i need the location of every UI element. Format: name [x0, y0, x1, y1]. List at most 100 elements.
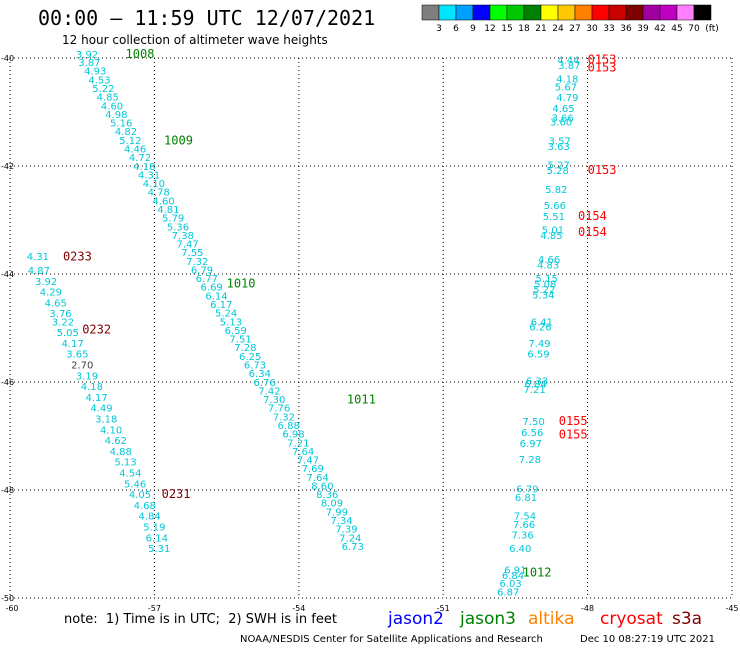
colorbar-label: 24	[552, 24, 564, 34]
colorbar-label: 39	[637, 24, 649, 34]
colorbar-swatch	[676, 4, 695, 21]
time-label: 0233	[63, 250, 92, 264]
y-tick-label: -50	[1, 594, 14, 603]
colorbar-swatch	[438, 4, 457, 21]
colorbar-swatch	[506, 4, 525, 21]
colorbar-swatch	[659, 4, 678, 21]
time-label: 0154	[578, 209, 607, 223]
wave-height-point: 4.18	[556, 74, 578, 85]
wave-height-point: 7.55	[181, 248, 203, 259]
wave-height-point: 5.13	[114, 458, 136, 469]
wave-height-point: 4.17	[61, 339, 83, 350]
x-tick-label: -57	[148, 604, 161, 613]
wave-height-point: 7.28	[519, 455, 541, 466]
wave-height-point: 7.69	[302, 464, 324, 475]
wave-height-point: 6.73	[244, 361, 266, 372]
wave-height-point: 3.18	[95, 415, 117, 426]
colorbar-unit: (ft)	[705, 24, 719, 34]
colorbar-label: 12	[484, 24, 495, 34]
wave-height-point: 7.34	[331, 516, 353, 527]
colorbar-swatch	[455, 4, 474, 21]
chart-title: 00:00 – 11:59 UTC 12/07/2021	[38, 6, 376, 30]
wave-height-point: 4.68	[134, 501, 156, 512]
wave-height-point: 3.63	[548, 142, 570, 153]
wave-height-point: 6.17	[210, 300, 232, 311]
colorbar-label: 42	[654, 24, 665, 34]
wave-height-point: 7.42	[258, 386, 280, 397]
wave-height-point: 5.05	[57, 328, 79, 339]
wave-height-point: 6.03	[499, 579, 521, 590]
data-points: 3.923.874.934.535.224.854.604.985.164.82…	[27, 50, 581, 598]
wave-height-point: 5.51	[543, 212, 565, 223]
footer-credit: NOAA/NESDIS Center for Satellite Applica…	[240, 634, 543, 645]
time-label: 0155	[559, 428, 588, 442]
chart-subtitle: 12 hour collection of altimeter wave hei…	[62, 33, 328, 47]
wave-height-point: 4.49	[90, 404, 112, 415]
time-label: 1012	[523, 565, 552, 579]
wave-height-point: 6.34	[249, 369, 271, 380]
wave-height-point: 7.66	[513, 520, 535, 531]
wave-height-point: 6.41	[531, 317, 553, 328]
time-label: 1010	[227, 277, 256, 291]
wave-height-point: 4.82	[115, 127, 137, 138]
time-label: 1008	[126, 47, 155, 61]
wave-height-point: 4.53	[88, 75, 110, 86]
colorbar-label: 30	[586, 24, 598, 34]
wave-height-point: 5.34	[532, 290, 554, 301]
wave-height-point: 5.46	[124, 479, 146, 490]
wave-height-point: 6.59	[527, 350, 549, 361]
wave-height-point: 4.72	[129, 153, 151, 164]
wave-height-point: 4.18	[133, 162, 155, 173]
wave-height-point: 4.10	[143, 179, 165, 190]
note-text: note: 1) Time is in UTC; 2) SWH is in fe…	[64, 612, 337, 627]
wave-height-point: 8.60	[311, 481, 333, 492]
wave-height-point: 2.70	[71, 361, 93, 372]
colorbar-label: 6	[453, 24, 459, 34]
wave-height-point: 6.98	[282, 430, 304, 441]
wave-height-point: 5.28	[547, 166, 569, 177]
colorbar-swatch	[693, 4, 712, 21]
wave-height-point: 4.18	[81, 382, 103, 393]
wave-height-point: 3.87	[558, 61, 580, 72]
wave-height-point: 5.12	[119, 136, 141, 147]
time-label: 1009	[164, 133, 193, 147]
wave-height-point: 7.64	[306, 473, 328, 484]
colorbar-label: 45	[671, 24, 682, 34]
wave-height-point: 5.31	[148, 544, 170, 555]
wave-height-point: 6.84	[502, 571, 524, 582]
colorbar-label: 36	[620, 24, 632, 34]
axis-ticks: -60 -57 -54 -51 -48 -45 -40 -42 -44 -46 -48 -50	[1, 54, 739, 613]
wave-height-point: 7.50	[523, 417, 545, 428]
wave-height-point: 6.14	[146, 533, 168, 544]
wave-height-point: 6.26	[529, 323, 551, 334]
x-tick-label: -60	[5, 604, 18, 613]
time-label: 0231	[162, 487, 191, 501]
wave-height-point: 4.83	[537, 261, 559, 272]
legend-altika: altika	[528, 609, 575, 629]
time-label: 0154	[578, 225, 607, 239]
wave-height-point: 7.64	[292, 447, 314, 458]
wave-height-point: 4.85	[540, 231, 562, 242]
wave-height-point: 4.87	[28, 266, 50, 277]
wave-height-point: 7.54	[514, 512, 536, 523]
colorbar-swatch	[489, 4, 508, 21]
y-tick-label: -40	[1, 54, 14, 63]
legend-s3a: s3a	[672, 609, 703, 629]
wave-height-point: 6.91	[504, 566, 526, 577]
wave-height-point: 4.60	[101, 101, 123, 112]
wave-height-point: 4.66	[538, 255, 560, 266]
wave-height-point: 7.32	[273, 412, 295, 423]
wave-height-point: 4.54	[119, 469, 141, 480]
y-tick-label: -44	[1, 270, 14, 279]
colorbar-swatch	[472, 4, 491, 21]
wave-height-point: 5.15	[536, 274, 558, 285]
wave-height-point: 4.29	[40, 288, 62, 299]
wave-height-point: 3.66	[551, 114, 573, 125]
wave-height-point: 4.62	[105, 436, 127, 447]
colorbar-swatch	[557, 4, 576, 21]
wave-height-point: 6.33	[526, 377, 548, 388]
wave-height-point: 5.66	[544, 201, 566, 212]
wave-height-point: 3.87	[78, 58, 100, 69]
